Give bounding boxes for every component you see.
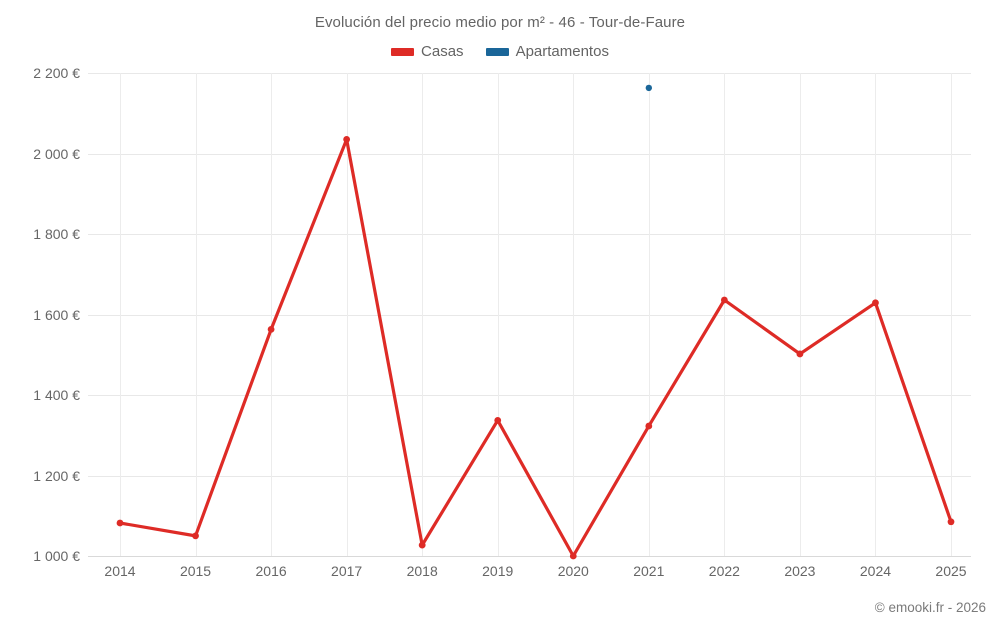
data-point[interactable]: [796, 350, 804, 358]
gridline-vertical: [724, 73, 726, 556]
x-axis-tick-label: 2017: [331, 563, 363, 579]
gridline-vertical: [951, 73, 952, 556]
gridline-horizontal: [88, 73, 971, 74]
x-axis-tick-label: 2025: [935, 563, 967, 579]
y-axis-tick-label: 1 800 €: [33, 226, 80, 242]
data-point[interactable]: [645, 84, 653, 92]
data-point[interactable]: [267, 325, 275, 333]
gridline-vertical: [497, 73, 499, 556]
x-axis-tick-label: 2015: [179, 563, 212, 579]
gridline-vertical: [573, 73, 575, 556]
y-axis-tick-label: 1 200 €: [33, 467, 80, 484]
gridline-horizontal: [88, 153, 971, 155]
data-point[interactable]: [720, 296, 728, 304]
y-axis-labels: 1 000 € 1 200 € 1 400 € 1 600 € 1 800 € 2 000…: [0, 0, 80, 625]
legend-label-apartamentos: Apartamentos: [515, 43, 609, 60]
gridline-horizontal: [88, 234, 971, 235]
data-point[interactable]: [116, 519, 124, 527]
legend-item-apartamentos[interactable]: Apartamentos: [485, 43, 609, 60]
series-line-casas: [118, 137, 953, 558]
x-axis-tick-label: 2023: [784, 563, 816, 579]
data-point[interactable]: [343, 136, 351, 143]
data-point[interactable]: [947, 518, 955, 526]
x-axis-line: [88, 556, 971, 557]
x-axis-tick-label: 2024: [859, 563, 892, 579]
x-axis-tick-label: 2018: [406, 563, 438, 579]
legend-item-casas[interactable]: Casas: [391, 43, 464, 60]
legend-swatch-casas: [391, 47, 415, 56]
gridline-horizontal: [88, 395, 971, 396]
data-point[interactable]: [418, 541, 426, 549]
x-axis-tick-label: 2016: [255, 563, 287, 579]
footer-credit: © emooki.fr - 2026: [874, 600, 986, 615]
y-axis-tick-label: 1 000 €: [33, 548, 80, 564]
data-point[interactable]: [569, 552, 577, 560]
y-axis-tick-label: 1 400 €: [33, 387, 80, 403]
legend-swatch-apartamentos: [485, 47, 509, 56]
data-point[interactable]: [872, 299, 879, 307]
gridline-vertical: [875, 73, 877, 556]
gridline-vertical: [346, 73, 348, 556]
x-axis-tick-label: 2021: [633, 563, 665, 579]
y-axis-tick-label: 2 200 €: [33, 65, 80, 81]
x-axis-tick-label: 2019: [482, 563, 514, 579]
x-axis-tick-label: 2020: [557, 563, 589, 579]
chart-title: Evolución del precio medio por m² - 46 -…: [314, 14, 686, 31]
gridline-horizontal: [88, 314, 971, 316]
data-point[interactable]: [192, 532, 199, 540]
data-point[interactable]: [645, 422, 653, 430]
x-axis-tick-label: 2014: [104, 563, 136, 579]
x-axis-labels: 2014 2015 2016 2017 2018 2019 2020 2021 2022 2023…: [0, 563, 1000, 587]
data-point[interactable]: [494, 416, 502, 424]
gridline-vertical: [799, 73, 801, 556]
gridline-vertical: [648, 73, 650, 556]
x-axis-tick-label: 2022: [708, 563, 740, 579]
gridline-vertical: [195, 73, 197, 556]
chart-legend: Casas Apartamentos: [0, 43, 1000, 60]
gridline-vertical: [271, 73, 273, 556]
y-axis-tick-label: 2 000 €: [33, 145, 80, 162]
legend-label-casas: Casas: [421, 43, 464, 60]
y-axis-tick-label: 1 600 €: [33, 306, 80, 323]
gridline-vertical: [120, 73, 121, 556]
gridline-vertical: [422, 73, 424, 556]
